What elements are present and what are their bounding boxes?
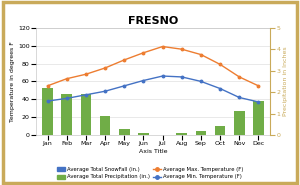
Title: FRESNO: FRESNO: [128, 16, 178, 26]
Bar: [42, 88, 53, 135]
Bar: [100, 116, 110, 135]
Legend: Average Total SnowFall (in.), Average Total Precipitation (in.), Average Max. Te: Average Total SnowFall (in.), Average To…: [56, 166, 244, 181]
Y-axis label: Precipitation in Inches: Precipitation in Inches: [283, 47, 288, 116]
Bar: [81, 94, 91, 135]
Bar: [215, 127, 225, 135]
X-axis label: Axis Title: Axis Title: [139, 149, 167, 154]
Bar: [61, 94, 72, 135]
Bar: [138, 133, 149, 135]
Bar: [234, 111, 244, 135]
Bar: [119, 129, 130, 135]
Bar: [196, 131, 206, 135]
Bar: [253, 101, 264, 135]
Bar: [176, 133, 187, 135]
Y-axis label: Temperature in degrees F: Temperature in degrees F: [10, 41, 15, 122]
